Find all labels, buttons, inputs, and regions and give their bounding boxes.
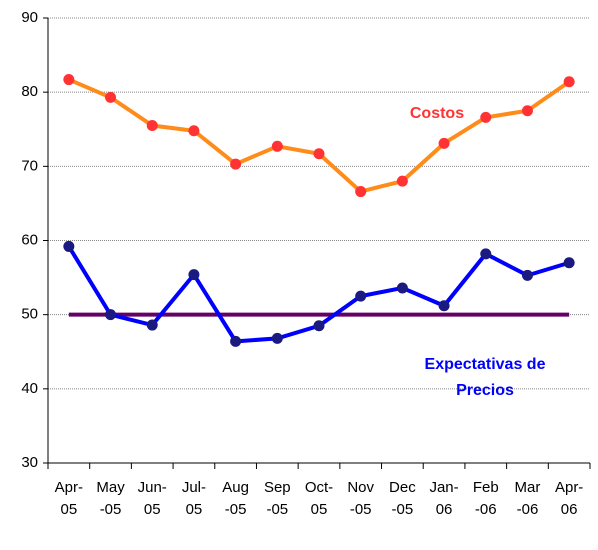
y-tick-label: 60 xyxy=(21,231,38,248)
marker xyxy=(146,120,158,132)
y-tick-label: 50 xyxy=(21,306,38,323)
x-tick-label: Jun-05 xyxy=(137,479,167,518)
x-tick-label: Dec-05 xyxy=(389,479,416,518)
marker xyxy=(230,335,242,347)
series-line xyxy=(68,77,571,194)
marker xyxy=(63,74,75,86)
marker xyxy=(188,269,200,281)
x-tick-label: Mar-06 xyxy=(514,479,541,518)
marker xyxy=(480,248,492,260)
marker xyxy=(271,140,283,152)
marker xyxy=(355,186,367,198)
marker xyxy=(271,332,283,344)
marker xyxy=(188,125,200,137)
y-tick-label: 70 xyxy=(21,157,38,174)
marker xyxy=(146,319,158,331)
x-tick-label: Sep-05 xyxy=(263,479,291,518)
x-tick-label: Apr-06 xyxy=(554,479,584,518)
marker xyxy=(438,137,450,149)
marker xyxy=(521,105,533,117)
x-tick-label: Jul-05 xyxy=(181,479,206,518)
x-tick-label: Oct-05 xyxy=(304,479,334,518)
y-tick-label: 90 xyxy=(21,9,38,26)
marker xyxy=(355,290,367,302)
marker xyxy=(396,175,408,187)
marker xyxy=(396,282,408,294)
series-label: Costos xyxy=(409,105,465,122)
marker xyxy=(313,148,325,160)
y-tick-label: 80 xyxy=(21,83,38,100)
marker xyxy=(230,158,242,170)
marker xyxy=(480,111,492,123)
series-label: Expectativas de Precios xyxy=(424,356,546,399)
x-tick-label: Jan-06 xyxy=(429,479,459,518)
x-tick-label: May-05 xyxy=(96,479,125,518)
x-tick-label: Apr-05 xyxy=(54,479,84,518)
y-tick-label: 30 xyxy=(21,454,38,471)
x-tick-label: Nov-05 xyxy=(347,479,375,518)
y-tick-label: 40 xyxy=(21,380,38,397)
marker xyxy=(563,257,575,269)
marker xyxy=(63,240,75,252)
x-tick-label: Aug-05 xyxy=(222,479,249,518)
x-tick-label: Feb-06 xyxy=(472,479,499,518)
marker xyxy=(521,269,533,281)
marker xyxy=(313,320,325,332)
marker xyxy=(105,309,117,321)
marker xyxy=(105,91,117,103)
marker xyxy=(563,76,575,88)
marker xyxy=(438,300,450,312)
